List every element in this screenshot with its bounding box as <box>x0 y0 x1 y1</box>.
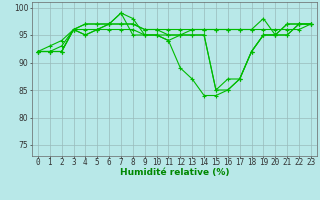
X-axis label: Humidité relative (%): Humidité relative (%) <box>120 168 229 177</box>
